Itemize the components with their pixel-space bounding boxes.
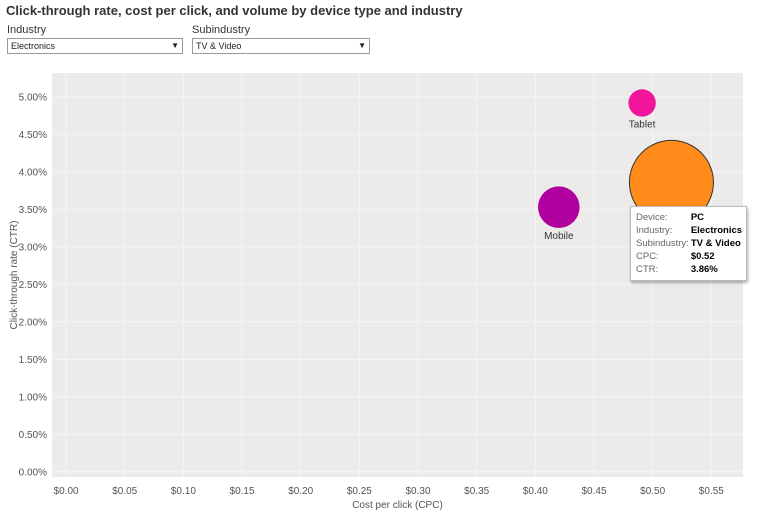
tooltip-key: Subindustry: xyxy=(636,238,689,249)
bubbles: Mobile Tablet xyxy=(538,89,714,242)
x-tick-label: $0.25 xyxy=(347,486,372,497)
y-tick-label: 4.50% xyxy=(19,130,47,141)
y-tick-label: 1.50% xyxy=(19,355,47,366)
y-axis-ticks: 0.00% 0.50% 1.00% 1.50% 2.00% 2.50% 3.00% 3.50%… xyxy=(19,92,47,478)
industry-select-value: Electronics xyxy=(11,41,56,51)
y-axis-title: Click-through rate (CTR) xyxy=(9,221,20,330)
y-tick-label: 5.00% xyxy=(19,92,47,103)
tooltip-row-cpc: CPC: $0.52 xyxy=(636,250,742,263)
tooltip-key: CPC: xyxy=(636,251,659,262)
tooltip-value: $0.52 xyxy=(690,251,715,262)
subindustry-select[interactable]: TV & Video ▼ xyxy=(192,38,370,54)
x-tick-label: $0.15 xyxy=(230,486,255,497)
bubble-label-tablet: Tablet xyxy=(629,120,656,131)
x-tick-label: $0.40 xyxy=(523,486,548,497)
y-tick-label: 0.00% xyxy=(19,467,47,478)
bubble-tablet[interactable] xyxy=(628,89,656,117)
tooltip-value: TV & Video xyxy=(690,238,741,249)
x-tick-label: $0.55 xyxy=(699,486,724,497)
x-tick-label: $0.00 xyxy=(54,486,79,497)
x-tick-label: $0.20 xyxy=(288,486,313,497)
tooltip-row-ctr: CTR: 3.86% xyxy=(636,263,742,276)
x-tick-label: $0.35 xyxy=(464,486,489,497)
y-tick-label: 1.00% xyxy=(19,392,47,403)
chevron-down-icon[interactable]: ▼ xyxy=(171,41,179,50)
industry-select[interactable]: Electronics ▼ xyxy=(7,38,183,54)
x-tick-label: $0.45 xyxy=(581,486,606,497)
y-tick-label: 0.50% xyxy=(19,430,47,441)
plot-area xyxy=(52,73,743,477)
subindustry-select-value: TV & Video xyxy=(196,41,242,51)
x-tick-label: $0.10 xyxy=(171,486,196,497)
industry-filter-label: Industry xyxy=(7,24,47,36)
bubble-mobile[interactable] xyxy=(538,186,580,228)
tooltip-row-industry: Industry: Electronics xyxy=(636,224,742,237)
y-tick-label: 2.00% xyxy=(19,317,47,328)
tooltip-row-device: Device: PC xyxy=(636,211,742,224)
tooltip-row-subindustry: Subindustry: TV & Video xyxy=(636,237,742,250)
y-tick-label: 3.00% xyxy=(19,242,47,253)
y-tick-label: 4.00% xyxy=(19,167,47,178)
subindustry-filter-label: Subindustry xyxy=(192,24,251,36)
tooltip-key: CTR: xyxy=(636,264,659,275)
x-tick-label: $0.05 xyxy=(112,486,137,497)
bubble-label-mobile: Mobile xyxy=(544,231,574,242)
x-axis-ticks: $0.00 $0.05 $0.10 $0.15 $0.20 $0.25 $0.30 $0.35… xyxy=(54,486,725,497)
page-title: Click-through rate, cost per click, and … xyxy=(6,3,463,18)
tooltip: Device: PC Industry: Electronics Subindu… xyxy=(630,206,748,281)
tooltip-value: PC xyxy=(690,212,705,223)
x-tick-label: $0.30 xyxy=(406,486,431,497)
tooltip-value: Electronics xyxy=(690,225,743,236)
tooltip-key: Industry: xyxy=(636,225,673,236)
tooltip-value: 3.86% xyxy=(690,264,718,275)
chevron-down-icon[interactable]: ▼ xyxy=(358,41,366,50)
x-axis-title: Cost per click (CPC) xyxy=(352,500,443,511)
y-tick-label: 3.50% xyxy=(19,205,47,216)
tooltip-key: Device: xyxy=(636,212,668,223)
y-tick-label: 2.50% xyxy=(19,280,47,291)
x-tick-label: $0.50 xyxy=(640,486,665,497)
